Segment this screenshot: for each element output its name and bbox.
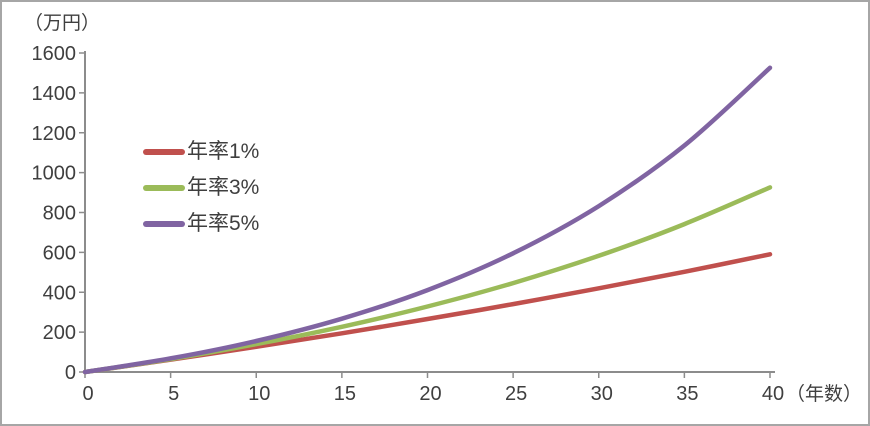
- legend-item-rate-5pct: 年率5%: [143, 212, 259, 235]
- legend-line-swatch-3pct: [143, 184, 185, 191]
- x-tick-label: 15: [334, 383, 356, 405]
- legend-line-swatch-5pct: [143, 220, 185, 227]
- y-tick-label: 1200: [32, 123, 77, 145]
- legend-line-swatch-1pct: [143, 148, 185, 155]
- y-tick-label: 600: [43, 242, 76, 264]
- x-tick-label: 30: [591, 383, 613, 405]
- y-tick-label: 1600: [32, 43, 77, 65]
- x-tick-label: 10: [248, 383, 270, 405]
- legend-label-3pct: 年率3%: [187, 176, 260, 199]
- x-tick-label: 40: [762, 383, 784, 405]
- y-tick-label: 800: [43, 203, 76, 225]
- x-tick-label: 20: [419, 383, 441, 405]
- x-tick-label: 5: [168, 383, 179, 405]
- y-axis-unit-label: （万円）: [24, 12, 100, 34]
- y-tick-label: 1000: [32, 163, 77, 185]
- series-line-2: [82, 65, 773, 375]
- x-axis-unit-label: （年数）: [786, 383, 862, 405]
- legend-item-rate-1pct: 年率1%: [143, 140, 259, 163]
- y-tick-label: 0: [65, 362, 76, 384]
- x-tick-label: 0: [82, 383, 93, 405]
- legend-item-rate-3pct: 年率3%: [143, 176, 259, 199]
- x-tick-label: 25: [505, 383, 527, 405]
- x-tick-label: 35: [676, 383, 698, 405]
- legend-label-1pct: 年率1%: [187, 140, 260, 163]
- y-tick-label: 1400: [32, 83, 77, 105]
- y-tick-label: 400: [43, 282, 76, 304]
- legend-label-5pct: 年率5%: [187, 212, 260, 235]
- legend: 年率1% 年率3% 年率5%: [143, 140, 259, 248]
- y-tick-label: 200: [43, 322, 76, 344]
